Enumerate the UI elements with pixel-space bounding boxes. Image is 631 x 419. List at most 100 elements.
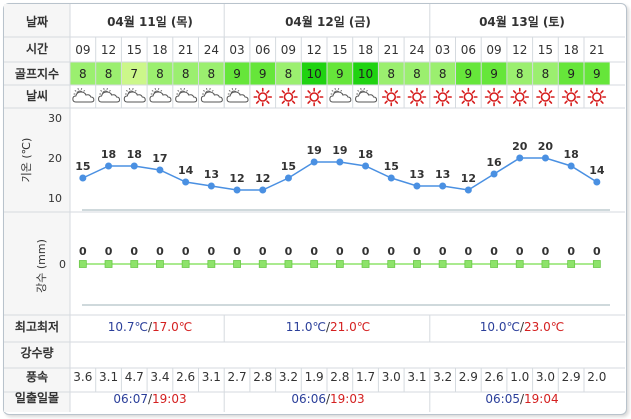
hour-cell: 21	[178, 43, 193, 57]
partly-cloudy-icon	[329, 87, 352, 103]
rain-point	[361, 260, 370, 268]
sun-icon	[253, 87, 273, 107]
golf-index-value: 8	[387, 67, 395, 81]
golf-index-value: 9	[593, 67, 601, 81]
golf-index-value: 8	[208, 67, 216, 81]
rain-axis-label: 강수 (mm)	[35, 239, 48, 293]
golf-index-value: 9	[233, 67, 241, 81]
temp-data-label: 18	[101, 148, 116, 161]
temp-data-label: 16	[486, 156, 502, 169]
separator: /	[326, 392, 331, 406]
golf-index-value: 9	[259, 67, 267, 81]
temp-data-label: 15	[281, 160, 296, 173]
hour-cell: 15	[127, 43, 142, 57]
golf-index-cell	[429, 62, 456, 85]
hour-cell: 24	[409, 43, 424, 57]
rain-point	[207, 260, 216, 268]
golf-index-cell	[224, 62, 250, 85]
golf-index-cell	[558, 62, 584, 85]
sun-icon	[536, 87, 555, 107]
wind-cell: 1.7	[356, 370, 375, 384]
sun-icon	[279, 87, 298, 107]
partly-cloudy-icon	[226, 87, 249, 103]
golf-index-cell	[481, 62, 507, 85]
wind-cell: 3.1	[99, 370, 118, 384]
golf-index-cell	[198, 62, 225, 85]
wind-row: 3.6 3.1 4.7 3.4 2.6 3.1 2.7 2.8 3.2 1.9 2.8 1.7 3.0 3…	[73, 370, 606, 384]
golf-index-value: 9	[490, 67, 498, 81]
wind-cell: 2.8	[253, 370, 272, 384]
wind-cell: 2.9	[562, 370, 581, 384]
rain-data-label: 0	[208, 245, 216, 258]
golf-index-value: 8	[542, 67, 550, 81]
rain-point	[130, 260, 139, 268]
temp-tick-label: 20	[48, 152, 62, 165]
golf-index-value: 8	[79, 67, 87, 81]
wind-cell: 3.2	[433, 370, 452, 384]
wind-cell: 2.7	[228, 370, 247, 384]
golf-index-cell	[455, 62, 482, 85]
temp-point	[387, 174, 395, 182]
day-1-min: 10.7℃	[108, 320, 148, 334]
partly-cloudy-icon	[355, 87, 378, 103]
golf-index-cell	[327, 62, 353, 85]
golf-index-row-bg	[4, 62, 70, 85]
golf-index-cell	[275, 62, 302, 85]
golf-index-value: 9	[567, 67, 575, 81]
wind-cell: 3.1	[202, 370, 221, 384]
rain-point	[541, 260, 550, 268]
rain-data-label: 0	[439, 245, 447, 258]
rain-data-label: 0	[182, 245, 190, 258]
date-label: 날짜	[26, 14, 48, 29]
golf-index-value: 8	[105, 67, 113, 81]
rain-data-label: 0	[465, 245, 473, 258]
wind-cell: 3.0	[382, 370, 401, 384]
partly-cloudy-icon	[98, 87, 121, 103]
rain-data-label: 0	[490, 245, 498, 258]
temp-data-label: 19	[306, 144, 321, 157]
day-1-sunrise: 06:07	[113, 392, 148, 406]
hour-cell: 12	[101, 43, 116, 57]
golf-index-cell	[352, 62, 379, 85]
golf-index-cell	[70, 62, 96, 85]
wind-cell: 3.2	[279, 370, 298, 384]
rain-point	[567, 260, 576, 268]
temp-point	[439, 182, 447, 190]
day-3-min: 10.0℃	[480, 320, 520, 334]
hour-cell: 06	[461, 43, 476, 57]
wind-cell: 2.6	[485, 370, 504, 384]
wind-cell: 2.8	[330, 370, 349, 384]
temp-point	[413, 182, 421, 190]
rain-point	[233, 260, 241, 268]
wind-cell: 3.1	[407, 370, 426, 384]
day-1-sunset: 19:03	[152, 392, 187, 406]
rain-data-label: 0	[336, 245, 344, 258]
hour-cell: 03	[435, 43, 450, 57]
rain-data-label: 0	[593, 245, 601, 258]
day-2-sun: 06:06/19:03	[291, 392, 364, 406]
temp-data-label: 19	[332, 144, 347, 157]
day-2-sunrise: 06:06	[291, 392, 326, 406]
rain-data-label: 0	[362, 245, 370, 258]
hour-cell: 12	[512, 43, 527, 57]
temp-point	[182, 178, 190, 186]
rain-data-label: 0	[413, 245, 421, 258]
hour-cell: 15	[332, 43, 347, 57]
separator: /	[148, 392, 153, 406]
golf-index-cell	[404, 62, 430, 85]
temp-data-label: 17	[152, 152, 167, 165]
day-2-max: 21.0℃	[330, 320, 370, 334]
temp-tick-label: 30	[48, 112, 62, 125]
temp-data-label: 14	[178, 164, 194, 177]
rain-data-label: 0	[130, 245, 138, 258]
rain-point	[387, 260, 396, 268]
temp-y-ticks: 30 20 10	[48, 112, 62, 205]
rain-data-label: 0	[79, 245, 87, 258]
golf-index-value: 8	[285, 67, 293, 81]
golf-index-value: 8	[156, 67, 164, 81]
wind-cell: 3.4	[150, 370, 169, 384]
temp-data-label: 12	[255, 172, 270, 185]
precip-label: 강수량	[20, 346, 53, 360]
